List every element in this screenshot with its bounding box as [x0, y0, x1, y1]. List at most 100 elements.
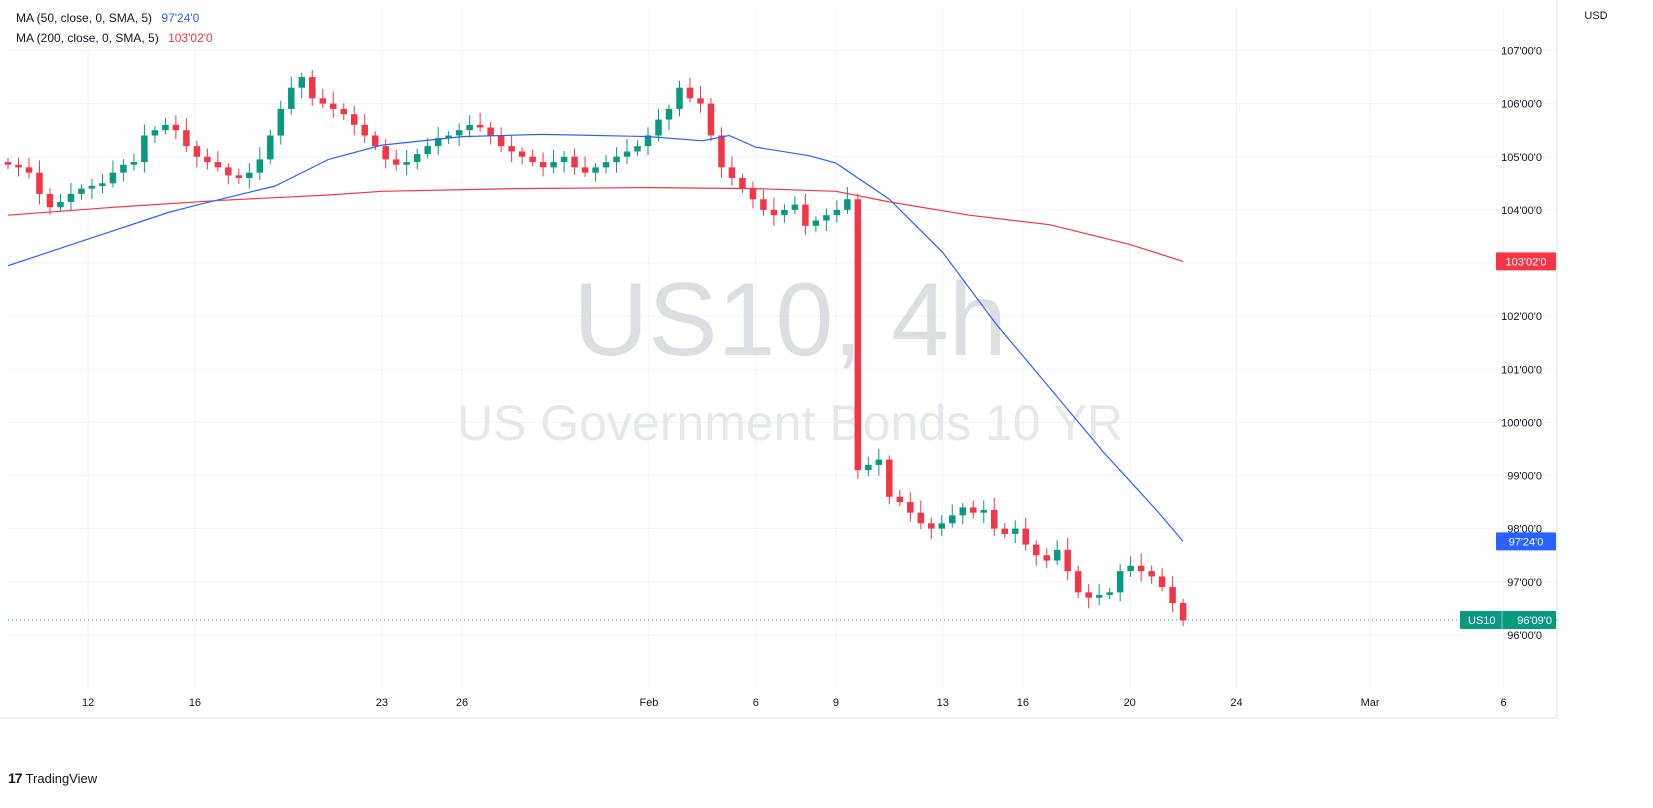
candle [539, 152, 547, 177]
ma200-price-badge-label: 103'02'0 [1506, 256, 1547, 268]
candle-body [1158, 576, 1166, 588]
ma200-price-badge-bg [1496, 252, 1556, 271]
candle-body [1148, 571, 1155, 577]
candle [1053, 540, 1061, 565]
candle [602, 155, 610, 174]
candle [581, 156, 589, 177]
candle-body [151, 130, 159, 136]
candle-body [109, 172, 117, 184]
watermark-name: US Government Bonds 10 YR [457, 395, 1123, 451]
candle [361, 113, 368, 143]
candle [718, 127, 725, 178]
candle [1158, 568, 1166, 592]
candle-body [602, 162, 610, 168]
candle [309, 70, 316, 106]
candle-body [1022, 528, 1029, 545]
candle-body [434, 138, 442, 147]
candle-body [1011, 528, 1019, 534]
candle [1032, 540, 1040, 566]
candle-body [791, 204, 799, 210]
candle [329, 91, 337, 118]
candle [172, 115, 180, 140]
candle-body [1053, 549, 1061, 561]
price-tick-label: 102'00'0 [1501, 311, 1542, 323]
candle-body [214, 162, 222, 168]
candle [288, 76, 295, 115]
time-tick-label: 16 [1017, 697, 1029, 709]
candle [1116, 564, 1124, 602]
time-tick-label: 13 [937, 697, 949, 709]
candle-body [204, 156, 211, 163]
candle [382, 139, 389, 169]
candle-body [508, 146, 515, 152]
candle-body [277, 108, 285, 136]
candle-body [1179, 603, 1187, 621]
last-price-badge-bg [1460, 611, 1556, 629]
candle [1137, 553, 1145, 582]
candle-body [497, 135, 505, 147]
candle [854, 193, 862, 480]
time-tick-label: 9 [833, 697, 839, 709]
candle-body [980, 510, 988, 513]
time-axis[interactable]: 12 16 23 26 Feb 6 9 13 16 20 24 Mar 6 [82, 697, 1507, 709]
candle-body [466, 124, 473, 131]
candle-body [424, 146, 431, 155]
candle-body [770, 209, 778, 216]
candle-body [67, 193, 75, 202]
candle [277, 100, 285, 145]
candle-body [1169, 587, 1176, 603]
legend-ma50-value: 97'24'0 [161, 11, 200, 25]
candle-body [15, 164, 22, 168]
candle-body [1074, 571, 1082, 593]
candle-body [267, 135, 274, 160]
candle-body [802, 204, 809, 226]
legend-ma50[interactable]: MA (50, close, 0, SMA, 5) 97'24'0 [16, 8, 213, 28]
candle [455, 123, 463, 147]
candle [697, 86, 704, 113]
tradingview-brand[interactable]: 17 TradingView [8, 770, 97, 786]
candle-body [854, 199, 862, 471]
candle [938, 515, 946, 537]
candle [550, 149, 557, 174]
price-tick-label: 104'00'0 [1501, 205, 1542, 217]
candle [183, 117, 190, 152]
candle [225, 163, 232, 185]
candle [1043, 548, 1050, 568]
candle [560, 151, 568, 173]
candle [4, 157, 12, 169]
legend-ma200[interactable]: MA (200, close, 0, SMA, 5) 103'02'0 [16, 28, 213, 48]
candle [760, 189, 767, 216]
candle [67, 183, 75, 211]
candle [802, 193, 809, 235]
candle-body [518, 151, 526, 157]
candle-body [550, 162, 557, 168]
candle [1148, 565, 1155, 584]
candle [970, 500, 977, 519]
time-tick-label: 20 [1124, 697, 1136, 709]
candle-body [1085, 592, 1092, 598]
candle-body [1127, 565, 1134, 572]
time-tick-label: Feb [639, 697, 658, 709]
candle-body [1095, 595, 1103, 598]
time-tick-label: Mar [1361, 697, 1380, 709]
candle [141, 124, 148, 173]
legend-ma200-label: MA (200, close, 0, SMA, 5) [16, 31, 159, 45]
candle [833, 200, 841, 223]
candle-body [886, 459, 893, 497]
candle-body [707, 103, 715, 136]
candle-body [865, 464, 872, 471]
candle [739, 173, 746, 193]
candle [592, 163, 599, 182]
candle-body [413, 154, 421, 163]
time-tick-label: 26 [456, 697, 468, 709]
candle-body [728, 167, 736, 178]
candle [1106, 588, 1113, 600]
time-tick-label: 24 [1230, 697, 1242, 709]
candle [949, 504, 956, 528]
candle-body [686, 87, 694, 99]
candle [204, 148, 211, 170]
candle-body [350, 114, 358, 125]
candle-body [697, 98, 704, 104]
price-tick-label: 100'00'0 [1501, 417, 1542, 429]
